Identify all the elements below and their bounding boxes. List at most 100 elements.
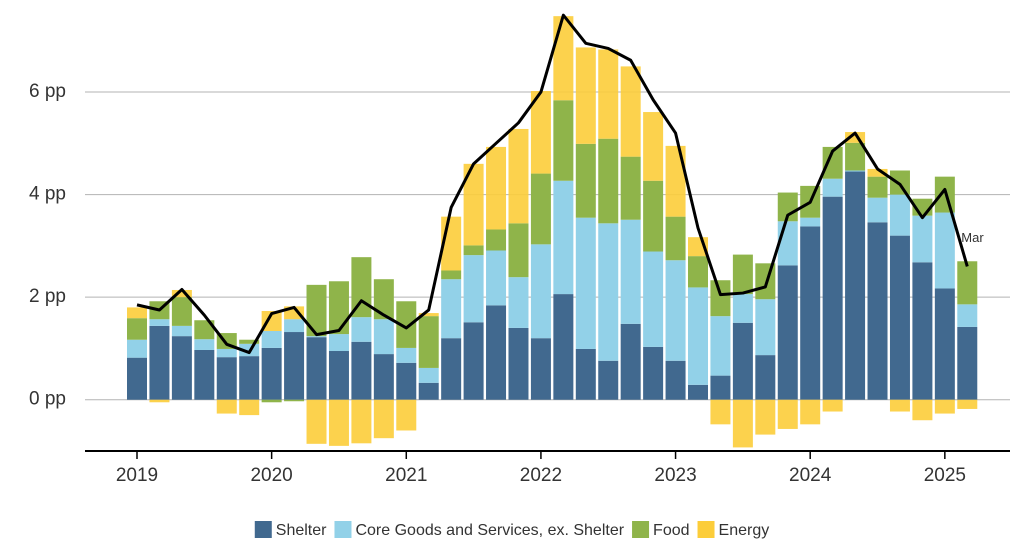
bar-segment bbox=[643, 251, 664, 347]
bar-segment bbox=[710, 375, 731, 400]
bar-segment bbox=[777, 192, 798, 222]
bar-segment bbox=[418, 367, 439, 383]
bar-segment bbox=[194, 339, 215, 350]
bar-segment bbox=[755, 399, 776, 435]
bar-segment bbox=[441, 279, 462, 339]
bar-segment bbox=[889, 194, 910, 236]
bar-segment bbox=[306, 336, 327, 338]
bar-segment bbox=[665, 145, 686, 217]
bar-segment bbox=[351, 341, 372, 400]
bar-segment bbox=[396, 362, 417, 400]
bar-segment bbox=[284, 399, 305, 402]
bar-segment bbox=[665, 260, 686, 361]
bar-segment bbox=[127, 318, 147, 340]
bar-segment bbox=[575, 217, 596, 349]
bar-segment bbox=[934, 288, 955, 400]
bar-segment bbox=[261, 399, 282, 403]
bar-segment bbox=[777, 399, 798, 429]
bar-segment bbox=[732, 322, 753, 400]
bar-segment bbox=[845, 171, 866, 400]
bar-segment bbox=[755, 355, 776, 400]
legend-swatch bbox=[697, 521, 715, 538]
bar-segment bbox=[171, 336, 192, 400]
bar-segment bbox=[328, 281, 349, 335]
bar-segment bbox=[800, 217, 821, 227]
bar-segment bbox=[127, 339, 147, 358]
bar-segment bbox=[508, 277, 529, 328]
bar-segment bbox=[643, 346, 664, 400]
y-tick-label: 6 pp bbox=[29, 81, 66, 102]
x-tick-label: 2024 bbox=[789, 465, 832, 486]
bar-segment bbox=[306, 337, 327, 400]
legend-label: Energy bbox=[719, 522, 770, 539]
bar-segment bbox=[665, 360, 686, 400]
bar-segment bbox=[373, 399, 394, 439]
bar-segment bbox=[530, 244, 551, 339]
bar-segment bbox=[889, 399, 910, 412]
x-tick-label: 2020 bbox=[250, 465, 292, 486]
legend-swatch bbox=[334, 521, 352, 538]
bar-segment bbox=[620, 66, 641, 157]
bar-segment bbox=[284, 319, 305, 333]
bar-segment bbox=[912, 399, 933, 421]
bar-segment bbox=[171, 289, 192, 298]
legend-label: Food bbox=[653, 522, 689, 539]
bar-segment bbox=[822, 146, 843, 179]
bar-segment bbox=[665, 216, 686, 261]
bar-segment bbox=[486, 305, 507, 400]
bar-segment bbox=[418, 313, 439, 317]
bar-segment bbox=[396, 399, 417, 431]
bar-segment bbox=[328, 334, 349, 352]
bar-segment bbox=[373, 279, 394, 320]
legend-label: Core Goods and Services, ex. Shelter bbox=[355, 522, 624, 539]
bar-segment bbox=[239, 399, 260, 416]
bar-segment bbox=[822, 178, 843, 197]
y-tick-label: 4 pp bbox=[29, 184, 66, 205]
bar-segment bbox=[643, 180, 664, 252]
bar-segment bbox=[261, 311, 282, 332]
bar-segment bbox=[598, 49, 619, 139]
bar-segment bbox=[149, 325, 170, 400]
bar-segment bbox=[553, 294, 574, 400]
bar-segment bbox=[934, 399, 955, 414]
bar-segment bbox=[845, 170, 866, 172]
bar-segment bbox=[620, 323, 641, 400]
legend-label: Shelter bbox=[276, 522, 327, 539]
bar-segment bbox=[934, 212, 955, 289]
bar-segment bbox=[553, 180, 574, 295]
bar-segment bbox=[732, 399, 753, 448]
bar-segment bbox=[575, 143, 596, 218]
bar-segment bbox=[889, 235, 910, 400]
x-tick-label: 2023 bbox=[654, 465, 696, 486]
bar-segment bbox=[149, 399, 170, 403]
annotation: Mar bbox=[961, 230, 984, 245]
bar-segment bbox=[620, 156, 641, 220]
legend-swatch bbox=[254, 521, 272, 538]
bar-segment bbox=[800, 399, 821, 425]
bar-segment bbox=[553, 16, 574, 101]
bar-segment bbox=[598, 138, 619, 224]
bar-segment bbox=[239, 339, 260, 344]
bar-segment bbox=[194, 320, 215, 340]
bar-segment bbox=[463, 245, 484, 256]
bar-segment bbox=[957, 261, 978, 305]
bar-segment bbox=[261, 347, 282, 400]
bar-segment bbox=[171, 297, 192, 326]
bar-segment bbox=[396, 347, 417, 363]
bar-segment bbox=[598, 360, 619, 400]
x-tick-label: 2025 bbox=[924, 465, 966, 486]
bar-segment bbox=[486, 146, 507, 230]
bar-segment bbox=[486, 250, 507, 306]
bar-segment bbox=[216, 357, 237, 400]
bar-segment bbox=[441, 338, 462, 400]
y-tick-label: 0 pp bbox=[29, 389, 66, 410]
bar-segment bbox=[171, 325, 192, 337]
bar-segment bbox=[194, 349, 215, 400]
bar-segment bbox=[710, 399, 731, 425]
bar-segment bbox=[777, 221, 798, 266]
bar-segment bbox=[530, 173, 551, 245]
bar-segment bbox=[127, 307, 147, 319]
bar-segment bbox=[216, 399, 237, 414]
bar-segment bbox=[777, 265, 798, 400]
bar-segment bbox=[575, 47, 596, 144]
